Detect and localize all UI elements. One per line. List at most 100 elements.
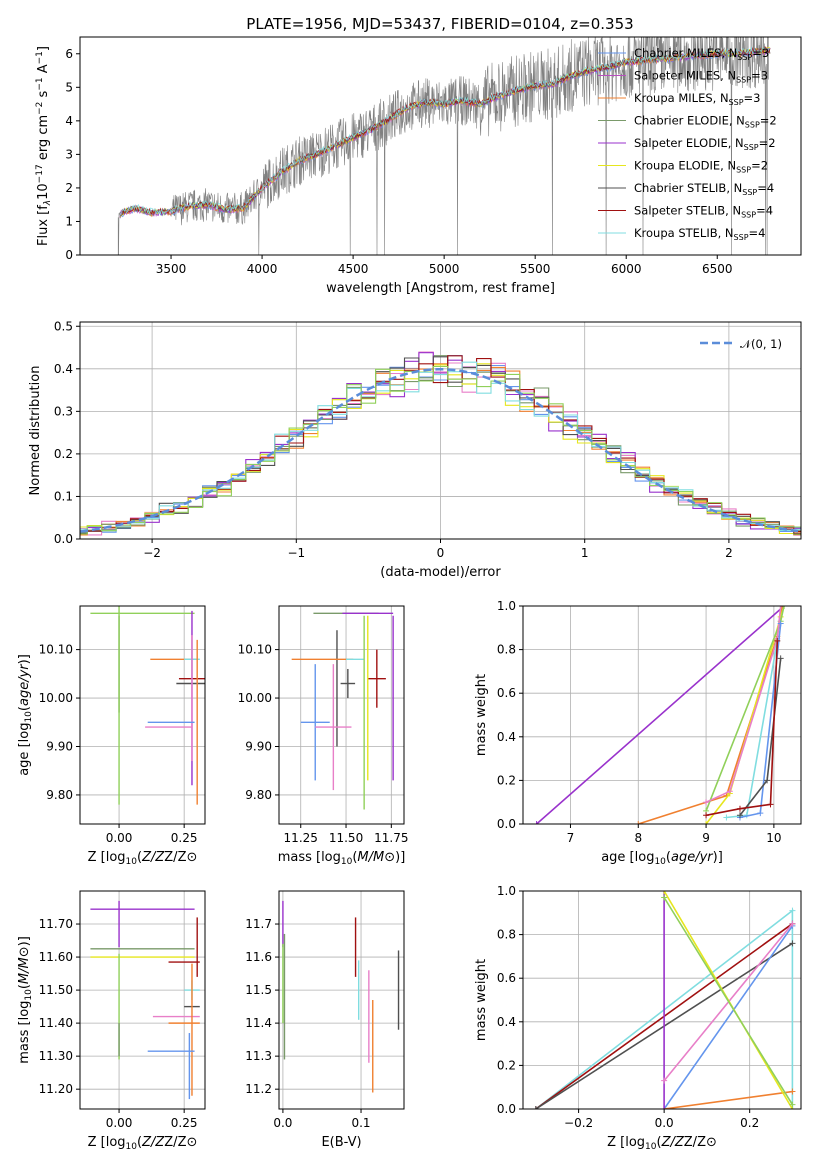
x-tick-label: 11.25 bbox=[284, 831, 318, 845]
series-marker bbox=[661, 1077, 668, 1084]
series-marker bbox=[789, 1101, 796, 1108]
x-tick-label: 11.75 bbox=[374, 831, 408, 845]
series-marker bbox=[757, 810, 764, 817]
series-marker bbox=[661, 1106, 668, 1109]
x-tick-label: 4000 bbox=[247, 262, 278, 276]
axes-frame bbox=[522, 890, 802, 1110]
y-tick-label: 4 bbox=[65, 114, 73, 128]
y-tick-label: 0.4 bbox=[497, 730, 516, 744]
axes-frame bbox=[79, 36, 802, 256]
x-tick-label: 5000 bbox=[429, 262, 460, 276]
y-axis-label: age [log10(age/yr)] bbox=[17, 654, 34, 776]
y-tick-label: 10.00 bbox=[39, 691, 73, 705]
y-tick-label: 0.0 bbox=[497, 817, 516, 831]
legend-label: Kroupa MILES, NSSP=3 bbox=[634, 91, 760, 107]
x-tick-label: 1 bbox=[581, 546, 589, 560]
series-marker bbox=[703, 821, 710, 824]
series-marker bbox=[779, 606, 786, 609]
series-line bbox=[663, 1090, 793, 1109]
errorbar bbox=[367, 649, 386, 708]
x-axis-label: mass [log10(M/M⊙)] bbox=[278, 850, 406, 867]
series-line bbox=[536, 606, 785, 824]
x-tick-label: 6500 bbox=[702, 262, 733, 276]
x-tick-label: −0.2 bbox=[564, 1116, 593, 1130]
data-spectrum bbox=[117, 37, 769, 255]
y-axis-label: Normed distribution bbox=[28, 366, 43, 496]
series-marker bbox=[736, 805, 743, 812]
series-marker bbox=[736, 812, 743, 819]
series-marker bbox=[777, 655, 784, 662]
x-tick-label: 3500 bbox=[156, 262, 187, 276]
y-tick-label: 0.4 bbox=[54, 362, 73, 376]
x-tick-label: 9 bbox=[702, 831, 710, 845]
axes-frame bbox=[79, 890, 206, 1110]
y-tick-label: 0.6 bbox=[497, 971, 516, 985]
y-tick-label: 0.5 bbox=[54, 319, 73, 333]
y-tick-label: 11.50 bbox=[39, 983, 73, 997]
series-marker bbox=[764, 777, 771, 784]
plot-area bbox=[533, 606, 788, 824]
legend-label: Salpeter STELIB, NSSP=4 bbox=[634, 204, 773, 220]
mass-weight-vs-age-panel: 7 8 9 10 0.0 0.2 0.4 0.6 0.8 1.0 age [log10(age/yr… bbox=[474, 599, 802, 867]
y-tick-label: 0.4 bbox=[497, 1015, 516, 1029]
y-tick-label: 9.80 bbox=[46, 788, 73, 802]
legend-label: Salpeter ELODIE, NSSP=2 bbox=[634, 136, 776, 152]
x-axis-label: age [log10(age/yr)] bbox=[601, 850, 723, 867]
x-axis-label: Z [log10(Z/ZZ/Z⊙ bbox=[607, 1135, 717, 1152]
y-tick-label: 11.70 bbox=[39, 917, 73, 931]
y-tick-label: 10.10 bbox=[39, 643, 73, 657]
x-axis-label: (data-model)/error bbox=[380, 565, 501, 580]
series-marker bbox=[723, 814, 730, 821]
series-marker bbox=[532, 1106, 539, 1109]
x-tick-label: −1 bbox=[287, 546, 305, 560]
y-tick-label: 0.8 bbox=[497, 928, 516, 942]
y-tick-label: 10.10 bbox=[238, 643, 272, 657]
legend: 𝒩(0, 1) bbox=[700, 337, 782, 351]
series-marker bbox=[789, 1088, 796, 1095]
y-tick-label: 0.0 bbox=[54, 532, 73, 546]
x-tick-label: 0.2 bbox=[740, 1116, 759, 1130]
series-marker bbox=[661, 891, 668, 894]
series-line bbox=[663, 897, 794, 1106]
y-tick-label: 9.90 bbox=[46, 739, 73, 753]
y-tick-label: 9.90 bbox=[245, 739, 272, 753]
series-marker bbox=[703, 799, 710, 806]
x-tick-label: 0.1 bbox=[351, 1116, 370, 1130]
y-tick-label: 0.6 bbox=[497, 686, 516, 700]
x-axis-label: E(B-V) bbox=[321, 1135, 361, 1150]
y-axis-label: Flux [fλ10−17 erg cm−2 s−1 A−1] bbox=[35, 46, 53, 246]
series-marker bbox=[533, 821, 540, 824]
y-tick-label: 0.8 bbox=[497, 643, 516, 657]
series-marker bbox=[703, 812, 710, 819]
y-tick-label: 2 bbox=[65, 181, 73, 195]
y-tick-label: 11.60 bbox=[39, 950, 73, 964]
series-line bbox=[663, 925, 794, 1109]
x-tick-label: 0.25 bbox=[171, 1116, 198, 1130]
y-tick-label: 11.4 bbox=[245, 1016, 272, 1030]
y-tick-label: 11.40 bbox=[39, 1016, 73, 1030]
y-tick-label: 1 bbox=[65, 214, 73, 228]
x-tick-label: 6000 bbox=[611, 262, 642, 276]
normal-distribution-curve bbox=[80, 368, 799, 533]
y-tick-label: 0 bbox=[65, 248, 73, 262]
series-marker bbox=[635, 821, 642, 824]
y-tick-label: 11.20 bbox=[39, 1082, 73, 1096]
legend: Chabrier MILES, NSSP=3 Salpeter MILES, NS… bbox=[598, 46, 777, 242]
plot-area bbox=[117, 37, 771, 255]
x-tick-label: 7 bbox=[567, 831, 575, 845]
x-tick-label: 10 bbox=[766, 831, 781, 845]
y-axis-label: mass weight bbox=[474, 959, 489, 1041]
y-tick-label: 11.30 bbox=[39, 1049, 73, 1063]
x-axis-label: Z [log10(Z/ZZ/Z⊙ bbox=[88, 850, 198, 867]
plot-area bbox=[291, 612, 394, 810]
legend-label: 𝒩(0, 1) bbox=[740, 337, 782, 351]
model-spectrum bbox=[119, 47, 771, 218]
x-tick-label: 4500 bbox=[338, 262, 369, 276]
age-vs-metallicity-panel: 0.00 0.25 9.80 9.90 10.00 10.10 Z [log10(Z/ZZ/… bbox=[17, 605, 206, 867]
y-tick-label: 5 bbox=[65, 80, 73, 94]
legend-label: Kroupa STELIB, NSSP=4 bbox=[634, 226, 765, 242]
x-tick-label: 0.0 bbox=[655, 1116, 674, 1130]
y-tick-label: 1.0 bbox=[497, 599, 516, 613]
x-tick-label: 0.00 bbox=[106, 831, 133, 845]
y-tick-label: 11.6 bbox=[245, 950, 272, 964]
